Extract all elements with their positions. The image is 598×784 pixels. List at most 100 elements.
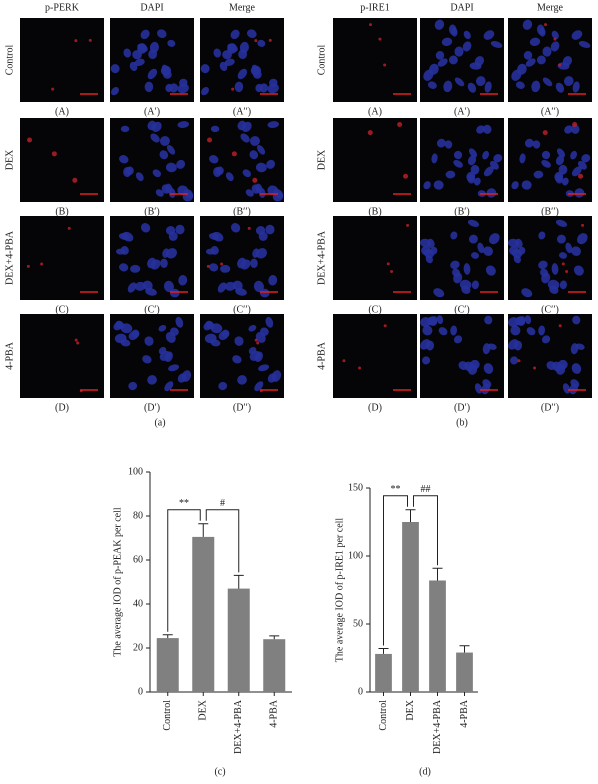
bar [429, 580, 446, 692]
nucleus [160, 258, 168, 269]
row-label: Control [4, 45, 15, 76]
micrograph [200, 18, 284, 102]
red-signal [254, 39, 258, 43]
nucleus [486, 188, 497, 198]
red-signal [581, 223, 585, 227]
nucleus [111, 87, 119, 96]
bar [263, 639, 286, 692]
nucleus [420, 317, 431, 328]
column-header: DAPI [450, 2, 473, 13]
nucleus [127, 282, 137, 293]
nucleus [128, 381, 138, 391]
x-tick-label: 4-PBA [459, 699, 470, 728]
nucleus [519, 153, 526, 164]
nucleus [242, 169, 251, 178]
nucleus [431, 153, 438, 164]
error-bar [162, 634, 173, 639]
significance-label: ** [179, 498, 189, 509]
nucleus [474, 383, 483, 394]
micrograph [333, 216, 417, 300]
red-signal [544, 23, 548, 27]
nucleus [437, 58, 448, 67]
nucleus [525, 58, 536, 67]
nucleus [540, 268, 549, 278]
nucleus [532, 140, 541, 149]
nucleus [524, 315, 532, 325]
nucleus [466, 171, 476, 182]
nucleus [159, 350, 171, 361]
y-axis-label: The average IOD of p-IRE1 per cell [334, 518, 345, 663]
nucleus [570, 124, 580, 134]
significance-bracket [205, 509, 240, 573]
nucleus [538, 260, 548, 270]
row-label: DEX [4, 149, 15, 170]
nucleus [255, 162, 267, 173]
nucleus [427, 238, 435, 249]
micrograph [110, 118, 194, 202]
nucleus [531, 80, 541, 93]
micrograph [508, 314, 592, 398]
nucleus [510, 356, 519, 365]
nucleus [427, 81, 437, 89]
nucleus [533, 170, 544, 179]
red-signal [26, 264, 30, 268]
nucleus [448, 24, 457, 36]
nucleus [221, 329, 230, 338]
nucleus [433, 180, 444, 190]
nucleus [177, 121, 190, 128]
nucleus [471, 280, 479, 290]
nucleus [178, 274, 188, 286]
nucleus [510, 325, 521, 336]
column-header: Merge [537, 2, 563, 13]
red-signal [268, 38, 272, 42]
micrograph [333, 18, 417, 102]
nucleus [573, 265, 584, 276]
nucleus [120, 339, 131, 347]
nucleus [476, 125, 485, 134]
nucleus [177, 185, 189, 196]
nucleus [120, 125, 130, 133]
red-signal [542, 130, 548, 136]
nucleus [265, 316, 274, 328]
y-tick-label: 50 [353, 618, 363, 629]
red-signal [558, 63, 562, 67]
error-bar [405, 509, 416, 522]
nucleus [175, 316, 184, 328]
nucleus [563, 76, 574, 86]
nucleus [575, 343, 585, 350]
nucleus [175, 224, 185, 235]
red-signal [256, 341, 260, 345]
micrograph [420, 118, 504, 202]
nucleus [119, 155, 129, 164]
y-tick-label: 40 [133, 598, 143, 609]
panel-label: (C′) [144, 304, 160, 315]
nucleus [255, 226, 266, 235]
nucleus [135, 172, 144, 182]
nucleus [212, 231, 224, 242]
nucleus [485, 265, 496, 276]
image-background [20, 18, 104, 102]
nucleus [550, 41, 560, 52]
red-signal [220, 262, 224, 266]
nucleus [490, 41, 503, 48]
nucleus [542, 46, 552, 57]
nucleus [450, 231, 458, 240]
nucleus [484, 315, 493, 325]
nucleus [577, 160, 587, 170]
nucleus [259, 288, 270, 298]
image-background [420, 314, 504, 398]
image-background [20, 118, 104, 202]
red-signal [369, 23, 373, 27]
red-signal [533, 366, 537, 370]
nucleus [267, 185, 279, 196]
red-signal [67, 226, 71, 230]
red-signal [390, 270, 394, 274]
nucleus [147, 120, 157, 131]
panel-label: (D′) [144, 402, 160, 413]
nucleus [551, 263, 559, 275]
significance-bracket [413, 495, 438, 566]
micrograph [507, 216, 592, 300]
image-background [508, 314, 592, 398]
nucleus [541, 150, 551, 160]
